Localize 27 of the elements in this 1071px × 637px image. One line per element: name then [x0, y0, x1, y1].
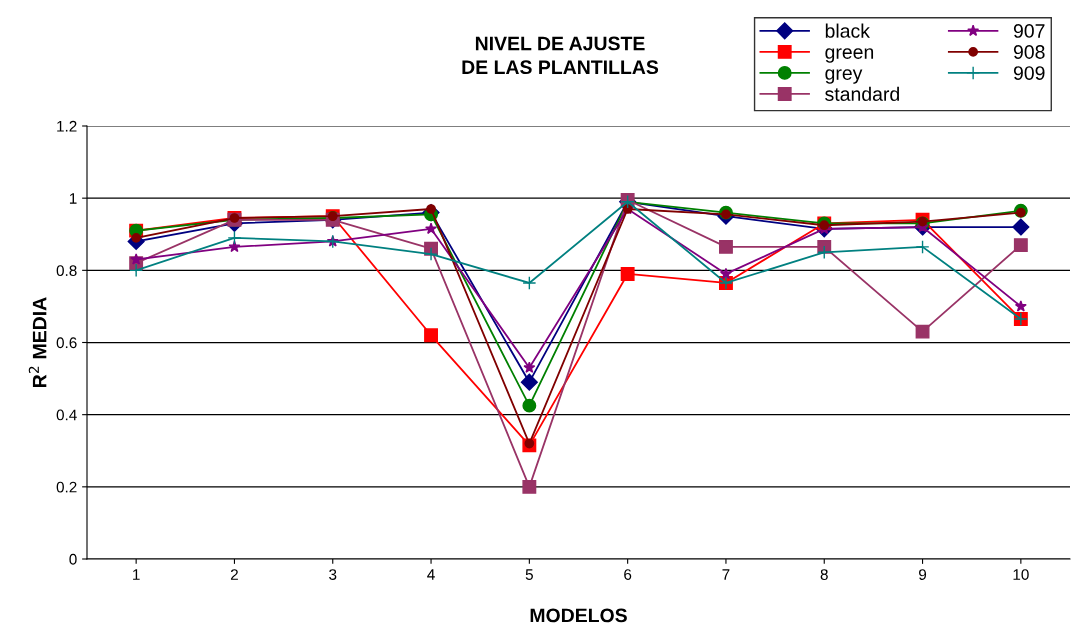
y-tick-label: 1.2: [57, 120, 77, 132]
legend-label: 907: [1013, 24, 1045, 38]
y-tick-label: 0: [69, 553, 77, 565]
x-tick-label: 10: [1013, 569, 1029, 580]
legend-label: 909: [1013, 66, 1045, 80]
x-tick-label: 3: [329, 569, 337, 580]
legend-label: black: [825, 23, 870, 38]
x-axis-title: MODELOS: [530, 608, 627, 623]
legend-label: green: [825, 48, 874, 63]
x-tick-label: 6: [624, 569, 632, 580]
y-tick-label: 0.6: [56, 337, 77, 349]
x-tick-label: 2: [230, 569, 238, 580]
x-tick-label: 5: [525, 569, 533, 580]
x-tick-label: 1: [133, 569, 140, 580]
legend-label: standard: [825, 86, 899, 101]
x-tick-label: 4: [427, 569, 435, 580]
y-tick-label: 0.8: [56, 265, 77, 277]
x-tick-label: 7: [722, 569, 730, 580]
x-tick-label: 8: [820, 569, 828, 580]
legend-label: 908: [1013, 45, 1045, 59]
y-axis-title: R$^{2}$ MEDIA: [28, 297, 47, 387]
y-tick-label: 0.4: [56, 409, 77, 421]
chart-title: NIVEL DE AJUSTE DE LAS PLANTILLAS: [462, 36, 659, 75]
legend-label: grey: [825, 69, 863, 84]
x-tick-label: 9: [919, 569, 927, 580]
y-tick-label: 0.2: [56, 481, 77, 493]
y-tick-label: 1: [69, 193, 77, 204]
